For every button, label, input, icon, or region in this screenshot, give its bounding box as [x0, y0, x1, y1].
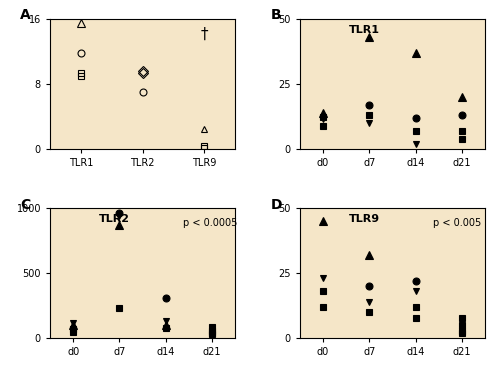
- Text: TLR2: TLR2: [100, 214, 130, 224]
- Text: p < 0.005: p < 0.005: [433, 218, 482, 228]
- Text: TLR1: TLR1: [349, 25, 380, 35]
- Text: D: D: [270, 197, 282, 212]
- Text: p < 0.0005: p < 0.0005: [184, 218, 238, 228]
- Text: C: C: [20, 197, 30, 212]
- Text: B: B: [270, 8, 281, 22]
- Text: A: A: [20, 8, 31, 22]
- Text: †: †: [200, 27, 208, 42]
- Text: TLR9: TLR9: [349, 214, 380, 224]
